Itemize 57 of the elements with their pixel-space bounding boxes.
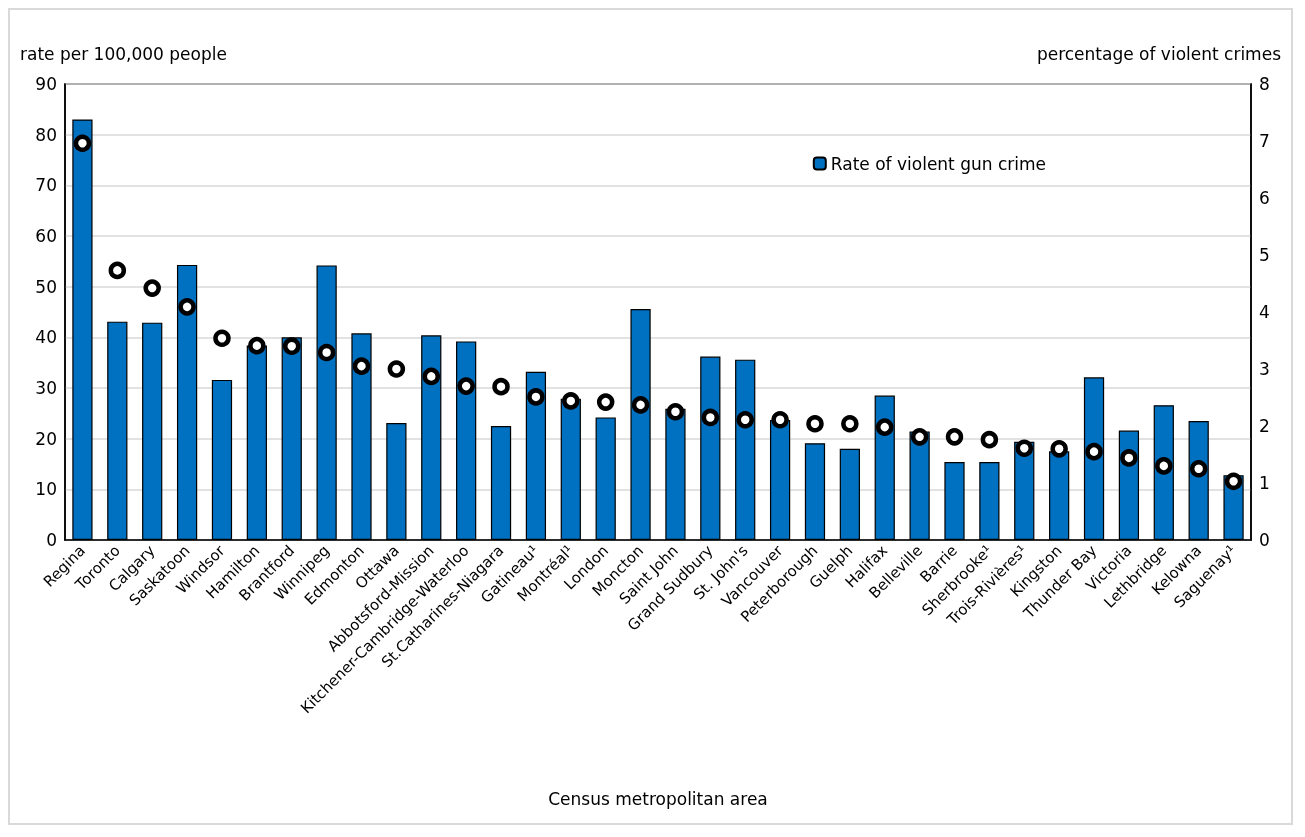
y2-tick-label: 6 — [1259, 188, 1270, 208]
point — [910, 428, 929, 446]
point — [980, 430, 999, 449]
y-tick-label: 50 — [35, 276, 57, 297]
point — [1189, 460, 1208, 478]
y2-tick-label: 3 — [1259, 359, 1270, 379]
point — [631, 396, 650, 414]
point — [1085, 442, 1103, 461]
point — [457, 377, 475, 395]
point — [596, 393, 615, 411]
point — [492, 377, 510, 396]
y2-tick-label: 4 — [1259, 302, 1270, 322]
point — [736, 410, 754, 429]
y2-tick-label: 8 — [1259, 74, 1270, 94]
y2-axis-title: percentage of violent crimes — [1036, 43, 1282, 64]
point — [1120, 449, 1138, 467]
point — [771, 410, 789, 429]
point — [1015, 439, 1034, 457]
y2-tick-label: 2 — [1259, 416, 1270, 436]
point — [108, 261, 127, 280]
point — [213, 329, 231, 347]
point — [562, 392, 580, 410]
point — [422, 367, 441, 386]
y-tick-label: 30 — [35, 378, 57, 398]
x-axis-title: Census metropolitan area — [548, 788, 768, 809]
point — [387, 360, 406, 378]
point — [283, 337, 301, 355]
point — [841, 414, 859, 433]
point — [143, 279, 161, 297]
y2-tick-label: 7 — [1259, 131, 1270, 151]
point — [248, 336, 266, 355]
point — [701, 408, 720, 427]
y-tick-label: 80 — [35, 124, 57, 145]
point — [1050, 440, 1068, 458]
point — [1224, 472, 1243, 491]
point — [352, 357, 371, 375]
y-tick-label: 40 — [35, 327, 57, 348]
point — [666, 403, 685, 421]
y2-tick-label: 5 — [1259, 245, 1270, 265]
y-tick-label: 90 — [35, 74, 57, 94]
point — [317, 343, 336, 362]
point — [178, 298, 196, 316]
point — [876, 418, 894, 436]
point — [73, 134, 92, 153]
y-tick-label: 10 — [35, 479, 57, 500]
y2-tick-label: 1 — [1259, 473, 1270, 493]
y-tick-label: 20 — [35, 428, 57, 449]
point — [527, 388, 545, 406]
y-tick-label: 60 — [35, 226, 57, 246]
legend-label: Rate of violent gun crime — [830, 153, 1047, 174]
point — [806, 414, 824, 433]
y2-tick-label: 0 — [1259, 530, 1270, 550]
y-tick-label: 70 — [35, 175, 57, 196]
y-axis-title: rate per 100,000 people — [20, 43, 227, 64]
y-tick-label: 0 — [46, 530, 57, 550]
point — [945, 428, 964, 446]
point — [1155, 457, 1173, 475]
